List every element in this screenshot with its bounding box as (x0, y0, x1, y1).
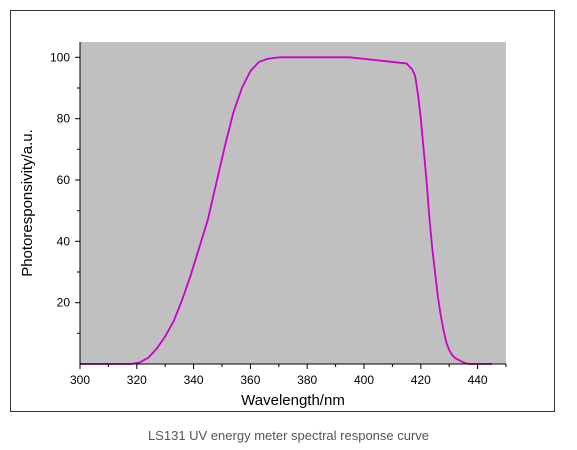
figure-caption: LS131 UV energy meter spectral response … (147, 428, 430, 443)
x-tick-label: 420 (411, 373, 431, 387)
x-tick-label: 360 (240, 373, 260, 387)
x-tick-label: 320 (127, 373, 147, 387)
x-axis-label: Wavelength/nm (241, 392, 345, 409)
axes: 300 320 340 360 380 400 420 440 20 40 60 80 100 (50, 42, 507, 387)
y-tick-label: 80 (57, 112, 71, 126)
x-tick-label: 340 (184, 373, 204, 387)
x-tick-label: 380 (297, 373, 317, 387)
series-layer (80, 56, 492, 365)
y-axis-label: Photoresponsivity/a.u. (19, 129, 36, 277)
plot-area (80, 42, 506, 364)
x-tick-label: 300 (70, 373, 90, 387)
x-tick-label: 440 (468, 373, 488, 387)
y-tick-label: 100 (50, 50, 70, 64)
x-tick-label: 400 (354, 373, 374, 387)
y-tick-label: 40 (57, 234, 71, 248)
y-tick-label: 60 (57, 173, 71, 187)
spectral-response-chart: 300 320 340 360 380 400 420 440 20 40 60 80 100 Wave… (19, 42, 507, 409)
y-tick-label: 20 (57, 296, 71, 310)
series-line-0 (80, 56, 492, 365)
